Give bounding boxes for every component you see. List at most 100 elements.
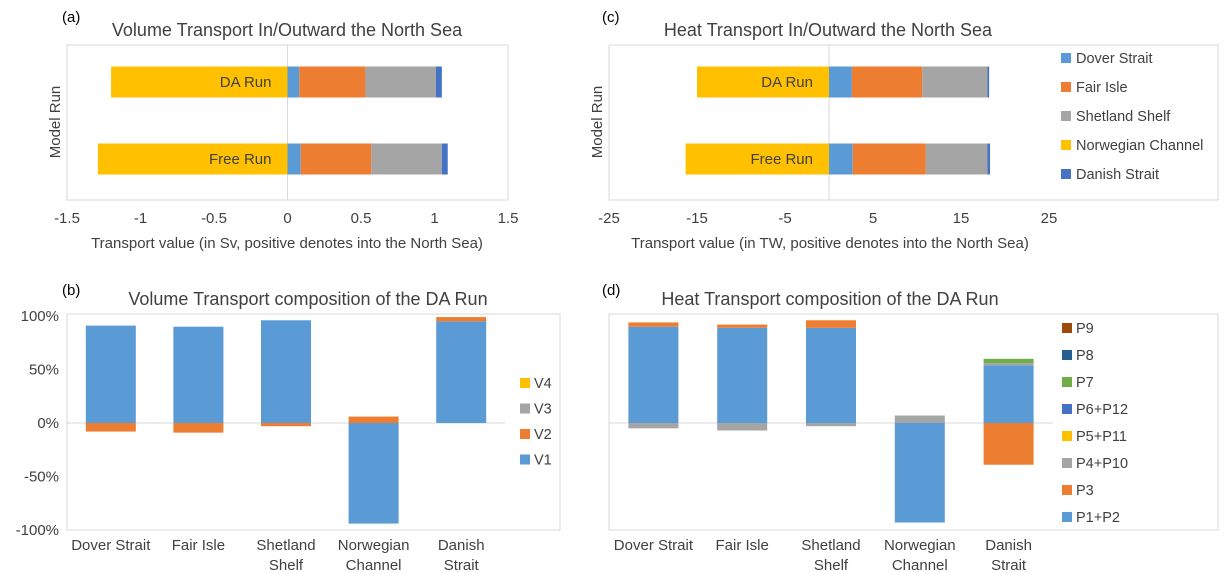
chart-b-legend: V4 V3 V2 V1 [520, 376, 552, 469]
category-label: Danish [438, 537, 485, 554]
category-label: Shelf [814, 557, 849, 573]
category-label: Fair Isle [172, 537, 225, 554]
bar-a-da-run-dover-strait [287, 66, 300, 98]
y-tick-label: 0% [37, 415, 59, 432]
bar-d-dover-strait-p1-p2 [628, 326, 679, 423]
legend-swatch-fair-isle [1061, 82, 1071, 92]
legend-label-danish-strait: Danish Strait [1076, 167, 1159, 183]
legend-label-p5-p11: P5+P11 [1076, 429, 1127, 445]
x-tick-label: 15 [953, 210, 970, 227]
category-label: DA Run [761, 74, 813, 91]
bar-d-dover-strait-p3 [628, 322, 679, 327]
legend-label-p3: P3 [1076, 483, 1094, 499]
bar-a-da-run-shetland-shelf [365, 66, 436, 98]
chart-b: (b) Volume Transport composition of the … [16, 282, 561, 573]
legend-swatch-p3 [1062, 485, 1072, 495]
x-tick-label: 0 [283, 210, 291, 227]
bar-b-shetland-shelf-v2 [261, 423, 311, 427]
bar-d-shetland-shelf-p3 [806, 320, 856, 328]
bar-a-free-run-norwegian-channel [97, 143, 288, 175]
chart-a: (a) Volume Transport In/Outward the Nort… [47, 9, 518, 252]
legend-swatch-v3 [520, 403, 530, 414]
bar-c-da-run-danish-strait [987, 66, 990, 98]
legend-swatch-dover-strait [1061, 53, 1071, 63]
bar-a-da-run-danish-strait [435, 66, 442, 98]
legend-label-dover-strait: Dover Strait [1076, 51, 1153, 67]
legend-swatch-p8 [1062, 350, 1072, 360]
category-label: Shetland [801, 537, 860, 554]
x-tick-label: 1 [430, 210, 438, 227]
legend-label-p9: P9 [1076, 321, 1094, 337]
legend-label-p8: P8 [1076, 348, 1094, 364]
chart-a-ylabel: Model Run [47, 86, 64, 159]
category-label: Shelf [269, 557, 304, 573]
legend-label-fair-isle: Fair Isle [1076, 80, 1128, 96]
bar-b-danish-strait-v2 [436, 317, 487, 322]
category-label: Norwegian [338, 537, 410, 554]
bar-c-da-run-dover-strait [829, 66, 852, 98]
bar-c-da-run-norwegian-channel [697, 66, 829, 98]
x-tick-label: -25 [598, 210, 620, 227]
legend-swatch-v1 [520, 454, 530, 465]
bar-a-free-run-fair-isle [300, 143, 372, 175]
chart-c-legend: Dover Strait Fair Isle Shetland Shelf Norwe… [1061, 51, 1203, 183]
legend-swatch-v4 [520, 378, 530, 388]
y-tick-label: 100% [21, 308, 59, 325]
bar-b-norwegian-channel-v1 [348, 423, 399, 524]
chart-a-title: Volume Transport In/Outward the North Se… [112, 20, 463, 40]
category-label: DA Run [220, 74, 272, 91]
legend-swatch-shetland-shelf [1061, 111, 1071, 121]
bar-c-free-run-danish-strait [987, 143, 991, 175]
legend-label-v2: V2 [534, 427, 552, 443]
bar-a-free-run-dover-strait [287, 143, 301, 175]
category-label: Danish [985, 537, 1032, 554]
y-tick-label: -100% [16, 522, 59, 539]
chart-b-marks: Dover Strait Fair Isle Shetland Shelf Norweg… [16, 308, 552, 573]
bar-c-free-run-norwegian-channel [685, 143, 829, 175]
category-label: Shetland [256, 537, 315, 554]
bar-c-free-run-dover-strait [829, 143, 853, 175]
y-tick-label: 50% [29, 362, 59, 379]
chart-d-legend: P9 P8 P7 P6+P12 P5+P11 P4+P10 P3 P1+P2 [1062, 321, 1128, 526]
x-tick-label: -15 [686, 210, 708, 227]
category-label: Dover Strait [71, 537, 151, 554]
bar-d-norwegian-channel-p4-p10 [894, 415, 945, 423]
bar-d-norwegian-channel-p1-p2 [894, 423, 945, 523]
x-tick-label: -5 [778, 210, 791, 227]
category-label: Fair Isle [716, 537, 769, 554]
chart-c-marks: DA Run Free Run -25 -15 -5 5 15 25 Dover Strait F… [598, 45, 1203, 227]
legend-swatch-danish-strait [1061, 169, 1071, 179]
legend-label-v4: V4 [534, 376, 552, 392]
chart-c-ylabel: Model Run [589, 86, 606, 159]
legend-swatch-p4-p10 [1062, 458, 1072, 468]
bar-c-da-run-shetland-shelf [922, 66, 988, 98]
chart-c-plot-area [608, 44, 1219, 201]
chart-a-xlabel: Transport value (in Sv, positive denotes… [91, 235, 483, 252]
legend-swatch-v2 [520, 429, 530, 439]
chart-b-title: Volume Transport composition of the DA R… [128, 289, 487, 309]
chart-c: (c) Heat Transport In/Outward the North … [589, 9, 1219, 252]
bar-a-free-run-danish-strait [441, 143, 448, 175]
category-label: Free Run [209, 151, 272, 168]
category-label: Strait [991, 557, 1027, 573]
bar-a-da-run-norwegian-channel [111, 66, 288, 98]
chart-d-title: Heat Transport composition of the DA Run [661, 289, 998, 309]
panel-label-b: (b) [62, 282, 80, 299]
chart-b-plot-area [66, 313, 561, 531]
x-tick-label: -0.5 [201, 210, 227, 227]
x-tick-label: 5 [869, 210, 877, 227]
legend-label-v1: V1 [534, 453, 552, 469]
bar-c-free-run-shetland-shelf [925, 143, 988, 175]
legend-label-shetland-shelf: Shetland Shelf [1076, 109, 1171, 125]
bar-a-da-run-fair-isle [299, 66, 366, 98]
bar-c-free-run-fair-isle [852, 143, 926, 175]
bar-d-danish-strait-p3 [983, 423, 1034, 465]
bar-b-shetland-shelf-v1 [261, 320, 311, 423]
bar-d-fair-isle-p1-p2 [717, 327, 768, 423]
legend-label-p4-p10: P4+P10 [1076, 456, 1128, 472]
legend-label-v3: V3 [534, 402, 552, 418]
category-label: Channel [346, 557, 402, 573]
category-label: Free Run [750, 151, 813, 168]
legend-swatch-p6-p12 [1062, 404, 1072, 414]
